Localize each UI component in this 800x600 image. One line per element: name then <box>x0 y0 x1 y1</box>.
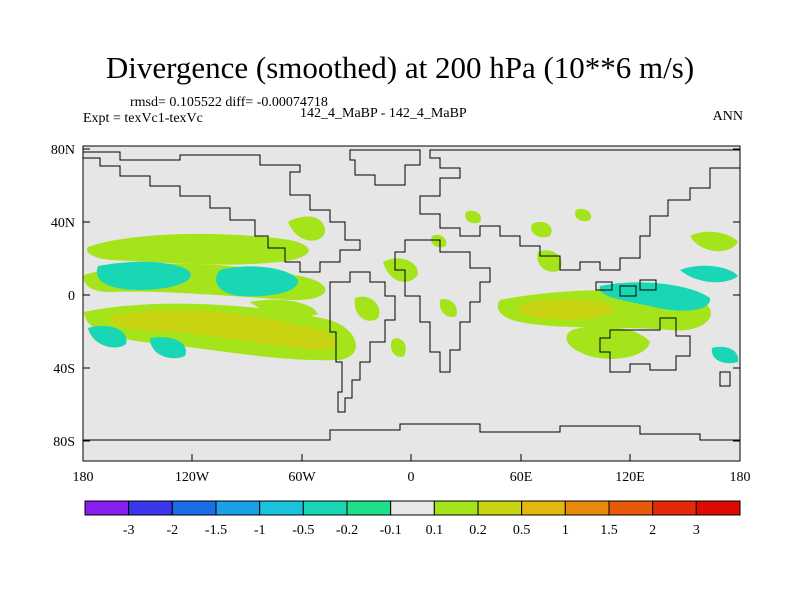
x-label-180w: 180 <box>73 470 94 485</box>
colorbar-swatch <box>128 500 173 516</box>
colorbar-label: 0.1 <box>426 523 444 538</box>
stats-label: rmsd= 0.105522 diff= -0.00074718 <box>130 95 328 110</box>
contour-eastern-edge-cyan <box>711 346 739 364</box>
colorbar-swatch <box>521 500 566 516</box>
contour-cyan-east <box>216 266 299 297</box>
contour-south-pacific-yellow <box>109 310 338 351</box>
colorbar-label: -3 <box>123 523 135 538</box>
coastline-maritime <box>595 279 657 297</box>
contour-mediterranean-green <box>465 210 481 224</box>
coastline-eurasia <box>419 149 741 271</box>
coastlines <box>83 149 741 441</box>
contour-west-pacific-cyan <box>680 265 738 283</box>
x-axis <box>82 454 741 461</box>
colorbar-swatch <box>346 500 392 516</box>
contour-south-indian-green <box>566 326 650 359</box>
x-label-120w: 120W <box>175 470 210 485</box>
contour-north-pacific <box>86 233 309 265</box>
colorbar-label: 0.5 <box>513 523 531 538</box>
x-label-120e: 120E <box>615 470 645 485</box>
contour-indian-ocean-yellow <box>518 299 616 320</box>
contour-cyan-west <box>96 261 191 290</box>
colorbar-swatch <box>564 500 610 516</box>
y-axis-labels: 80N 40N 0 40S 80S <box>51 143 75 450</box>
x-label-60w: 60W <box>288 470 316 485</box>
plot-title: Divergence (smoothed) at 200 hPa (10**6 … <box>105 50 695 85</box>
coastline-australia <box>599 317 691 373</box>
colorbar-label: -0.1 <box>380 523 402 538</box>
contour-north-america-green <box>288 216 326 241</box>
y-axis <box>83 148 740 442</box>
coastline-new-zealand <box>719 371 731 387</box>
colorbar-swatch <box>259 500 304 516</box>
coastline-greenland <box>349 149 421 186</box>
colorbar-label: 1.5 <box>600 523 618 538</box>
y-label-80n: 80N <box>51 143 75 158</box>
y-label-40n: 40N <box>51 216 75 231</box>
colorbar-label: 0.2 <box>469 523 487 538</box>
colorbar-swatch <box>302 500 348 516</box>
colorbar-swatch <box>215 500 261 516</box>
colorbar-label: -2 <box>166 523 178 538</box>
divergence-contours <box>83 208 739 364</box>
colorbar-swatch <box>608 500 654 516</box>
contour-south-pacific-green-2 <box>250 299 318 318</box>
y-label-80s: 80S <box>53 435 75 450</box>
x-label-180e: 180 <box>730 470 751 485</box>
contour-south-america-green <box>354 296 380 321</box>
colorbar-labels: -3 -2 -1.5 -1 -0.5 -0.2 -0.1 0.1 0.2 0.5 1 1.5 2 3 <box>123 523 700 538</box>
colorbar-label: 1 <box>562 523 569 538</box>
experiment-label: Expt = texVc1-texVc <box>83 111 203 126</box>
contour-maritime-cyan <box>599 282 711 311</box>
colorbar-swatch <box>652 500 697 516</box>
colorbar-label: -1 <box>254 523 266 538</box>
case-label: 142_4_MaBP - 142_4_MaBP <box>300 106 467 121</box>
colorbar-swatch <box>695 500 741 516</box>
contour-spcz-cyan-2 <box>150 337 186 359</box>
coastline-south-america <box>329 271 396 413</box>
season-label: ANN <box>712 109 743 124</box>
contour-atlantic-green-2 <box>390 338 406 357</box>
contour-europe-green <box>431 234 447 248</box>
coastline-antarctica <box>83 423 740 441</box>
contour-asia-green <box>575 208 592 222</box>
colorbar <box>84 500 741 516</box>
x-label-60e: 60E <box>510 470 533 485</box>
y-label-40s: 40S <box>53 362 75 377</box>
colorbar-swatch <box>390 500 435 516</box>
coastline-north-america <box>83 151 361 273</box>
contour-arabia-green <box>531 221 552 238</box>
colorbar-label: -0.2 <box>336 523 358 538</box>
colorbar-label: -1.5 <box>205 523 227 538</box>
contour-spcz-cyan <box>88 325 127 348</box>
y-label-0: 0 <box>68 289 75 304</box>
colorbar-label: -0.5 <box>292 523 314 538</box>
colorbar-swatch <box>433 500 479 516</box>
contour-far-east-green <box>690 231 738 252</box>
x-axis-labels: 180 120W 60W 0 60E 120E 180 <box>73 470 751 485</box>
coastline-africa <box>394 239 491 373</box>
colorbar-label: 3 <box>693 523 700 538</box>
colorbar-label: 2 <box>649 523 656 538</box>
contour-africa-green <box>439 299 457 318</box>
colorbar-swatch <box>171 500 217 516</box>
colorbar-swatch <box>84 500 130 516</box>
x-label-0: 0 <box>408 470 415 485</box>
colorbar-swatch <box>477 500 523 516</box>
